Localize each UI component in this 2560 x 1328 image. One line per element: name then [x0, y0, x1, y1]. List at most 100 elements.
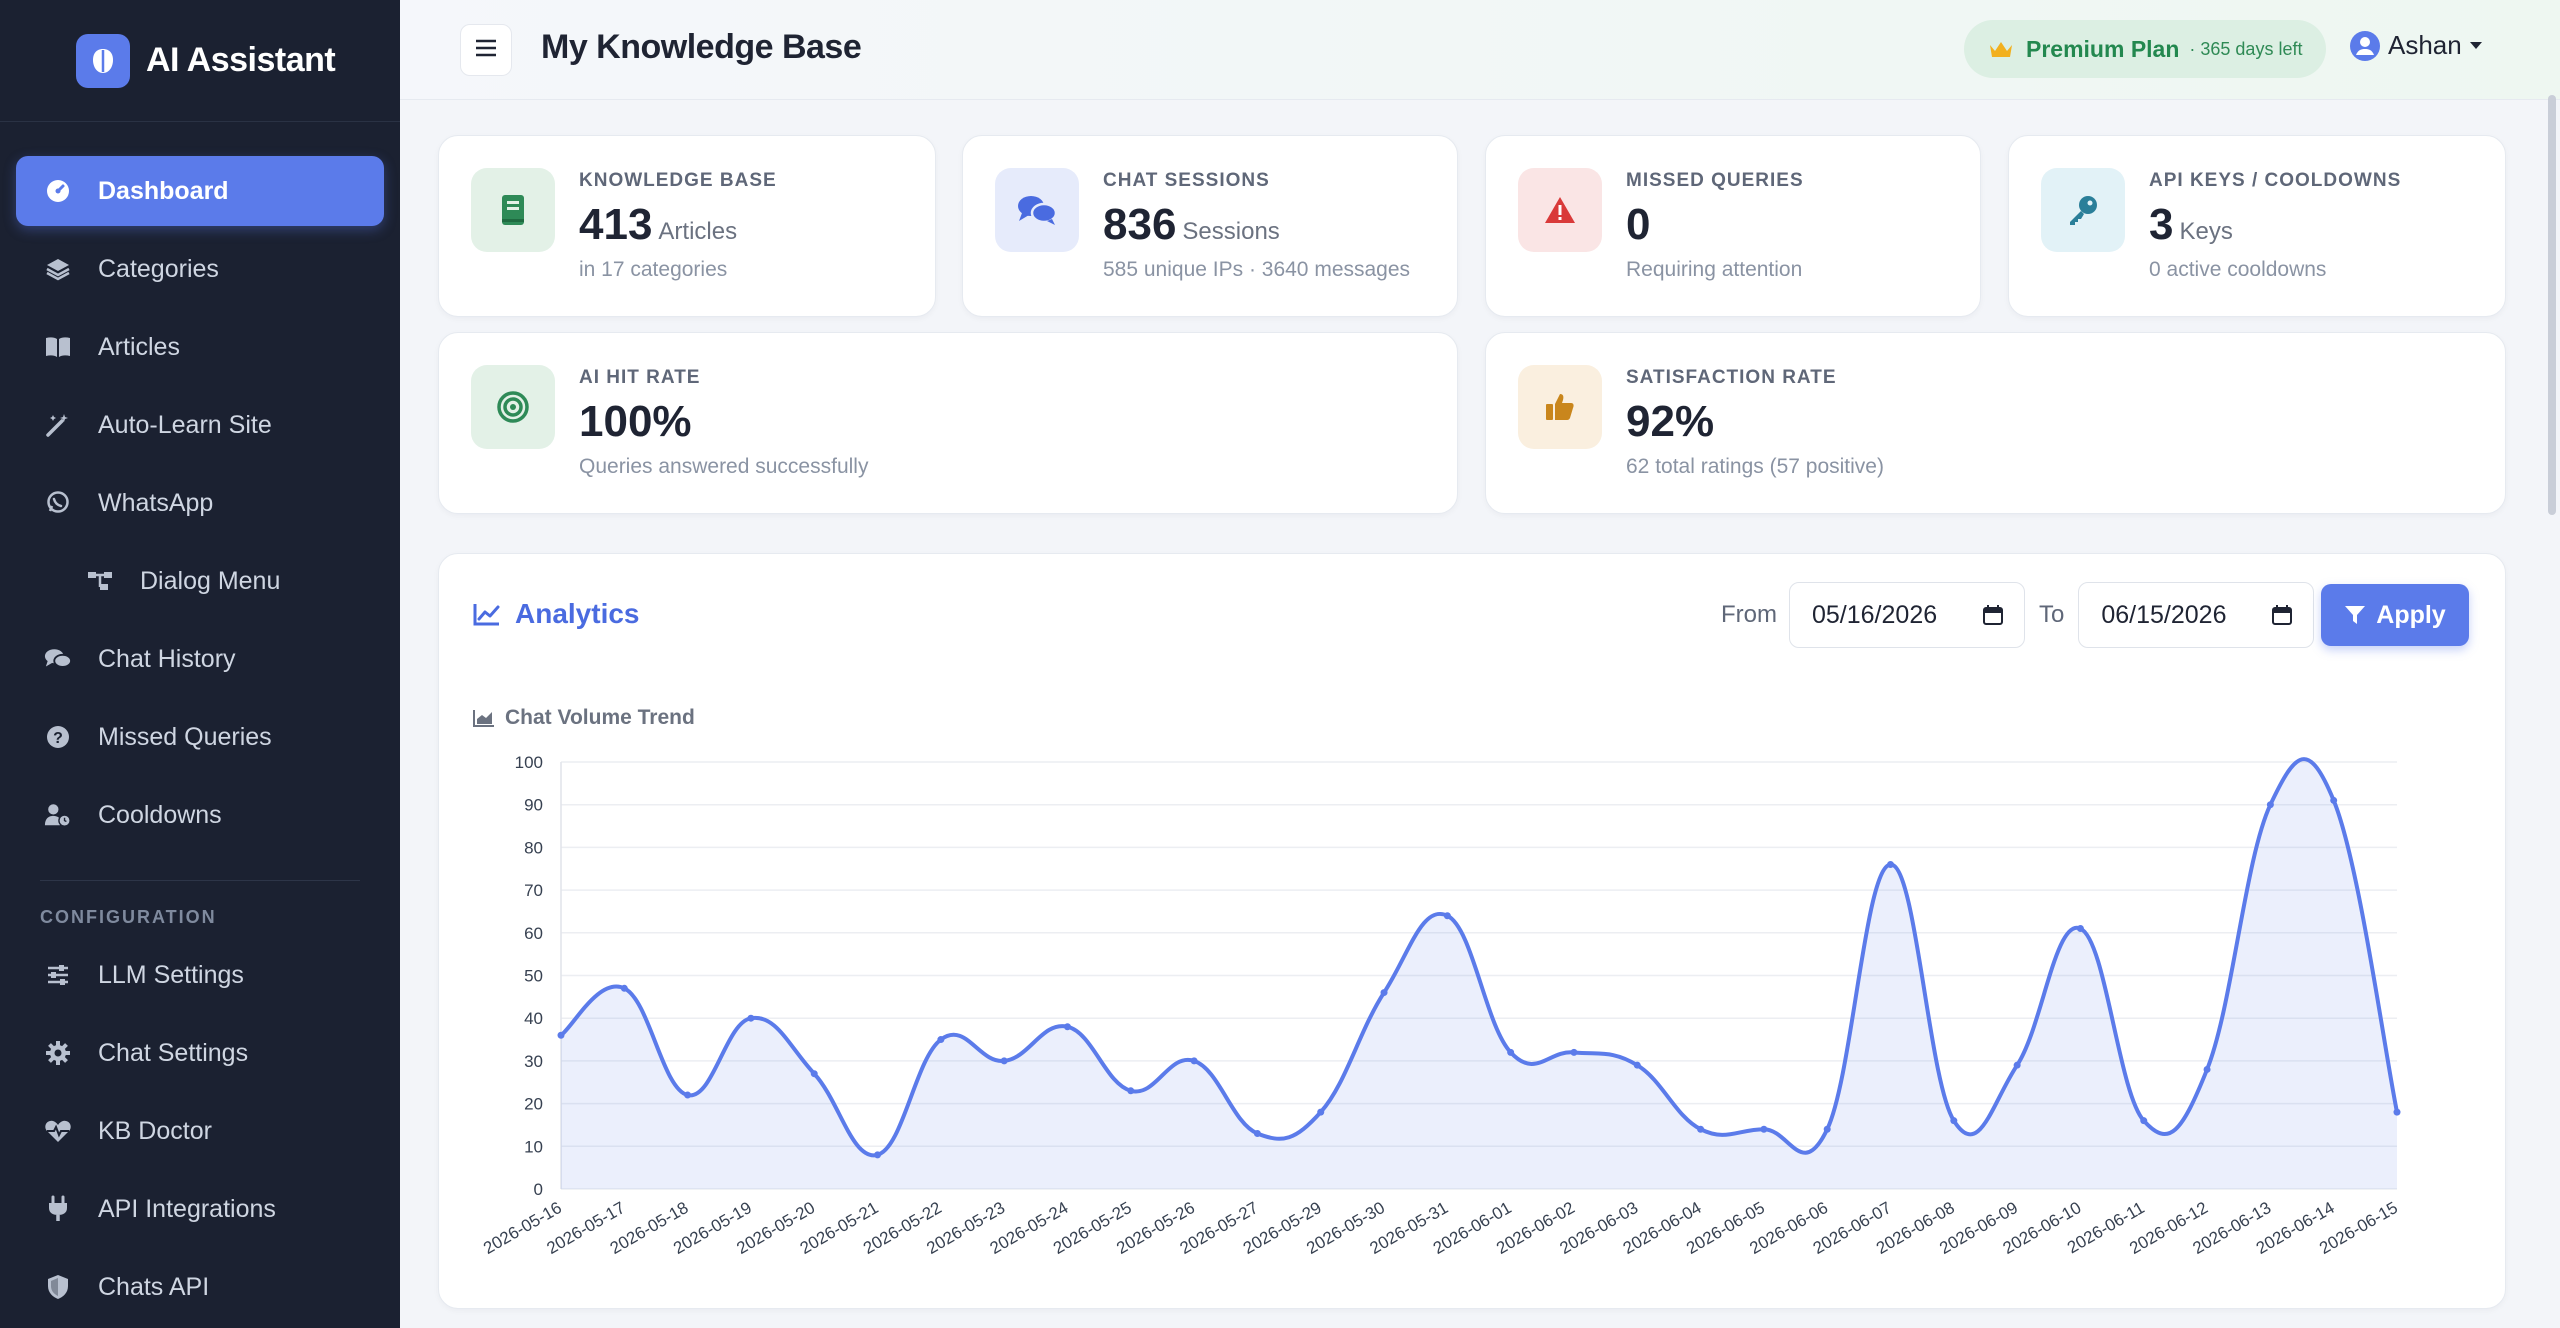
sidebar-item-articles[interactable]: Articles — [16, 312, 384, 382]
stat-card-ai-hit-rate: AI HIT RATE 100% Queries answered succes… — [438, 332, 1458, 514]
y-tick-label: 10 — [524, 1137, 543, 1156]
chart-title-text: Chat Volume Trend — [505, 706, 695, 729]
stat-number: 92% — [1626, 397, 1715, 446]
chart-area-fill — [561, 759, 2397, 1189]
data-point[interactable] — [810, 1070, 818, 1078]
data-point[interactable] — [874, 1151, 882, 1159]
stat-subtext: 0 active cooldowns — [2149, 258, 2327, 281]
data-point[interactable] — [1823, 1125, 1831, 1133]
data-point[interactable] — [1000, 1057, 1008, 1065]
data-point[interactable] — [1633, 1061, 1641, 1069]
stat-unit: Sessions — [1182, 218, 1280, 245]
to-label: To — [2039, 601, 2065, 628]
stat-label: MISSED QUERIES — [1626, 170, 1804, 191]
apply-button[interactable]: Apply — [2321, 584, 2469, 646]
sidebar-item-whatsapp[interactable]: WhatsApp — [16, 468, 384, 538]
data-point[interactable] — [1317, 1108, 1325, 1116]
layers-icon — [44, 255, 72, 283]
data-point[interactable] — [1950, 1117, 1958, 1125]
sidebar-item-chat-settings[interactable]: Chat Settings — [16, 1018, 384, 1088]
analytics-card: Analytics From 05/16/2026 To 06/15/2026 … — [438, 553, 2506, 1309]
stat-value: 3 Keys — [2149, 200, 2233, 250]
data-point[interactable] — [2076, 925, 2084, 933]
chart-title: Chat Volume Trend — [473, 706, 695, 730]
heartbeat-icon — [44, 1117, 72, 1145]
sidebar-item-kb-doctor[interactable]: KB Doctor — [16, 1096, 384, 1166]
data-point[interactable] — [1697, 1125, 1705, 1133]
sidebar-item-chat-history[interactable]: Chat History — [16, 624, 384, 694]
sidebar-item-missed-queries[interactable]: ? Missed Queries — [16, 702, 384, 772]
page-scrollbar[interactable] — [2548, 95, 2556, 515]
user-avatar-icon — [2350, 30, 2380, 61]
data-point[interactable] — [1190, 1057, 1198, 1065]
data-point[interactable] — [1127, 1087, 1135, 1095]
stat-label: API KEYS / COOLDOWNS — [2149, 170, 2402, 191]
target-icon — [471, 365, 555, 449]
sidebar-item-cooldowns[interactable]: Cooldowns — [16, 780, 384, 850]
to-date-input[interactable]: 06/15/2026 — [2078, 582, 2315, 648]
data-point[interactable] — [2140, 1117, 2148, 1125]
sidebar-item-llm-settings[interactable]: LLM Settings — [16, 940, 384, 1010]
data-point[interactable] — [747, 1014, 755, 1022]
data-point[interactable] — [2393, 1108, 2401, 1116]
stat-value: 0 — [1626, 200, 1650, 250]
app-title: AI Assistant — [146, 41, 336, 79]
calendar-icon — [2271, 604, 2293, 626]
sidebar-item-label: Auto-Learn Site — [98, 410, 272, 439]
brand[interactable]: AI Assistant — [0, 0, 400, 122]
comments-icon — [44, 645, 72, 673]
sliders-icon — [44, 961, 72, 989]
brain-icon — [76, 33, 130, 88]
sidebar-item-auto-learn[interactable]: Auto-Learn Site — [16, 390, 384, 460]
y-tick-label: 20 — [524, 1095, 543, 1114]
data-point[interactable] — [1507, 1048, 1515, 1056]
data-point[interactable] — [620, 984, 628, 992]
sidebar-item-label: Articles — [98, 332, 180, 361]
shield-icon — [44, 1273, 72, 1301]
stat-card-knowledge-base: KNOWLEDGE BASE 413 Articles in 17 categor… — [438, 135, 936, 317]
stat-label: AI HIT RATE — [579, 367, 701, 388]
data-point[interactable] — [684, 1091, 692, 1099]
sidebar-item-label: Dialog Menu — [140, 566, 281, 595]
sidebar-item-dialog-menu[interactable]: Dialog Menu — [16, 546, 384, 616]
data-point[interactable] — [1253, 1129, 1261, 1137]
data-point[interactable] — [1570, 1048, 1578, 1056]
menu-toggle-button[interactable] — [460, 24, 512, 76]
comments-icon — [995, 168, 1079, 252]
sidebar-item-dashboard[interactable]: Dashboard — [16, 156, 384, 226]
stat-value: 836 Sessions — [1103, 200, 1280, 250]
data-point[interactable] — [2013, 1061, 2021, 1069]
data-point[interactable] — [937, 1036, 945, 1044]
stat-number: 3 — [2149, 200, 2174, 249]
data-point[interactable] — [2266, 801, 2274, 809]
sidebar-item-label: Chat History — [98, 644, 236, 673]
data-point[interactable] — [557, 1031, 565, 1039]
dashboard-icon — [44, 177, 72, 205]
data-point[interactable] — [1887, 860, 1895, 868]
whatsapp-icon — [44, 489, 72, 517]
from-date-input[interactable]: 05/16/2026 — [1789, 582, 2025, 648]
data-point[interactable] — [1380, 989, 1388, 997]
data-point[interactable] — [1760, 1125, 1768, 1133]
sidebar-item-label: Dashboard — [98, 176, 229, 205]
cog-icon — [44, 1039, 72, 1067]
user-menu[interactable]: Ashan — [2350, 30, 2482, 61]
plan-badge[interactable]: Premium Plan · 365 days left — [1964, 20, 2327, 78]
data-point[interactable] — [2330, 796, 2338, 804]
stat-card-api-keys: API KEYS / COOLDOWNS 3 Keys 0 active cool… — [2008, 135, 2506, 317]
stat-value: 92% — [1626, 397, 1714, 447]
sidebar: AI Assistant Dashboard Categories Articl… — [0, 0, 400, 1328]
sitemap-icon — [86, 567, 114, 595]
y-tick-label: 50 — [524, 967, 543, 986]
analytics-title-text: Analytics — [515, 598, 640, 629]
hamburger-icon — [475, 39, 497, 62]
sidebar-item-api-integrations[interactable]: API Integrations — [16, 1174, 384, 1244]
sidebar-item-label: Missed Queries — [98, 722, 272, 751]
sidebar-item-chats-api[interactable]: Chats API — [16, 1252, 384, 1322]
stat-number: 0 — [1626, 200, 1651, 249]
data-point[interactable] — [2203, 1065, 2211, 1073]
question-icon: ? — [44, 723, 72, 751]
sidebar-item-categories[interactable]: Categories — [16, 234, 384, 304]
data-point[interactable] — [1063, 1023, 1071, 1031]
data-point[interactable] — [1443, 912, 1451, 920]
